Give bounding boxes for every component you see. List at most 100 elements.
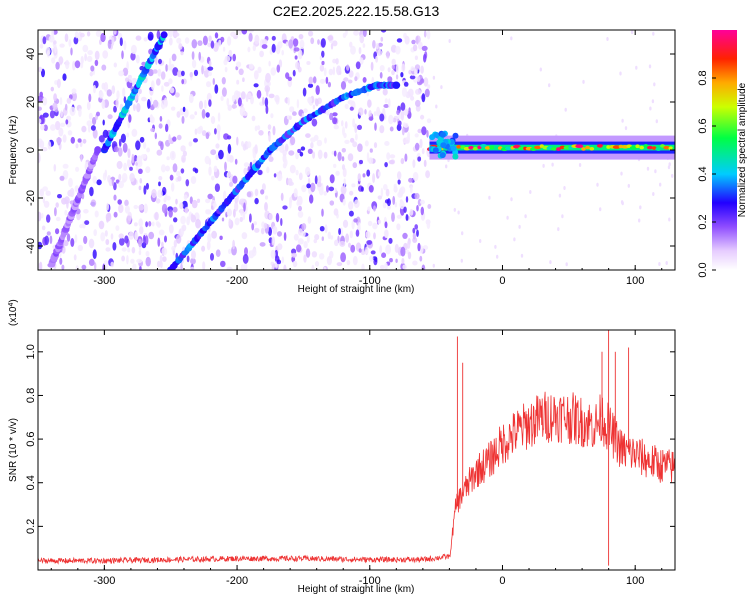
heatmap-cell [181, 154, 186, 163]
snr-y-tick-label: 0.6 [25, 431, 37, 446]
heatmap-cell [121, 255, 125, 262]
heatmap-cell [113, 211, 118, 218]
heatmap-cell [111, 36, 115, 46]
heatmap-cell [432, 263, 435, 268]
heatmap-cell [268, 213, 273, 221]
heatmap-cell [426, 118, 432, 124]
heatmap-cell [214, 32, 219, 39]
heatmap-cell [88, 238, 95, 249]
heatmap-cell [130, 258, 135, 264]
heatmap-cell [327, 81, 331, 88]
heatmap-cell [602, 145, 607, 149]
heatmap-cell [169, 87, 175, 94]
heatmap-cell [448, 39, 451, 43]
heatmap-cell [116, 160, 123, 170]
heatmap-cell [283, 264, 287, 270]
heatmap-cell [328, 68, 334, 76]
heatmap-cell [489, 145, 495, 150]
heatmap-cell [118, 173, 122, 181]
heatmap-cell [74, 185, 80, 193]
heatmap-cell [534, 145, 542, 150]
heatmap-cell [234, 201, 239, 212]
heatmap-cell [351, 183, 356, 188]
heatmap-cell [75, 143, 79, 149]
heatmap-cell [351, 219, 355, 230]
heatmap-cell [313, 238, 318, 244]
heatmap-cell [654, 169, 657, 174]
heatmap-cell [401, 258, 405, 265]
heatmap-cell [150, 80, 155, 91]
heatmap-cell [201, 245, 206, 252]
heatmap-cell [120, 133, 126, 143]
heatmap-cell [207, 71, 213, 77]
heatmap-cell [410, 66, 415, 72]
heatmap-cell [161, 247, 168, 256]
heatmap-cell [479, 239, 482, 243]
heatmap-cell [344, 121, 348, 129]
heatmap-cell [123, 40, 127, 51]
heatmap-cell [190, 176, 197, 184]
heatmap-cell [221, 87, 227, 97]
heatmap-cell [201, 109, 206, 119]
heatmap-cell [380, 187, 384, 198]
heatmap-cell [404, 153, 408, 162]
heatmap-cell [343, 178, 347, 187]
heatmap-cell [83, 235, 88, 245]
heatmap-cell [262, 39, 268, 45]
heatmap-cell [425, 170, 430, 179]
heatmap-cell [510, 36, 513, 41]
heatmap-cell [272, 225, 278, 235]
heatmap-cell [121, 247, 127, 252]
heatmap-cell [655, 147, 662, 151]
heatmap-cell [361, 263, 365, 270]
heatmap-cell [64, 196, 70, 205]
heatmap-cell [95, 30, 102, 37]
heatmap-cell [389, 126, 394, 132]
heatmap-cell [374, 257, 378, 263]
heatmap-cell [106, 202, 109, 211]
heatmap-cell [427, 84, 431, 90]
heatmap-cell [288, 181, 294, 186]
heatmap-cell [248, 32, 253, 42]
heatmap-cell [140, 154, 147, 159]
heatmap-cell [264, 195, 269, 200]
heatmap-cell [138, 168, 143, 174]
heatmap-cell [360, 248, 366, 255]
heatmap-cell [349, 190, 354, 196]
heatmap-cell [157, 68, 162, 77]
heatmap-cell [54, 120, 61, 131]
heatmap-cell [440, 131, 446, 138]
heatmap-cell [357, 143, 363, 152]
heatmap-cell [220, 260, 226, 268]
heatmap-cell [161, 85, 164, 92]
heatmap-cell [64, 209, 68, 216]
heatmap-cell [213, 42, 219, 52]
heatmap-cell [593, 145, 599, 149]
heatmap-cell [344, 103, 349, 110]
heatmap-cell [391, 58, 396, 66]
heatmap-cell [366, 240, 373, 245]
heatmap-cell [150, 116, 155, 124]
heatmap-cell [239, 216, 243, 222]
heatmap-cell [227, 135, 232, 140]
heatmap-cell [306, 234, 310, 243]
heatmap-cell [169, 174, 174, 181]
heatmap-cell [315, 85, 320, 96]
heatmap-y-tick-label: -40 [25, 238, 37, 254]
heatmap-cell [315, 98, 319, 107]
heatmap-cell [345, 30, 348, 36]
heatmap-cell [198, 100, 204, 110]
heatmap-cell [342, 167, 347, 178]
heatmap-cell [421, 126, 427, 136]
heatmap-cell [384, 98, 388, 104]
heatmap-cell [167, 30, 174, 38]
heatmap-cell [208, 166, 212, 176]
heatmap-cell [352, 141, 358, 148]
heatmap-cell [87, 124, 91, 133]
heatmap-cell [264, 97, 269, 108]
heatmap-cell [176, 170, 181, 177]
heatmap-cell [384, 230, 389, 238]
heatmap-cell [259, 50, 264, 58]
heatmap-cell [161, 241, 164, 248]
heatmap-cell [435, 104, 438, 109]
